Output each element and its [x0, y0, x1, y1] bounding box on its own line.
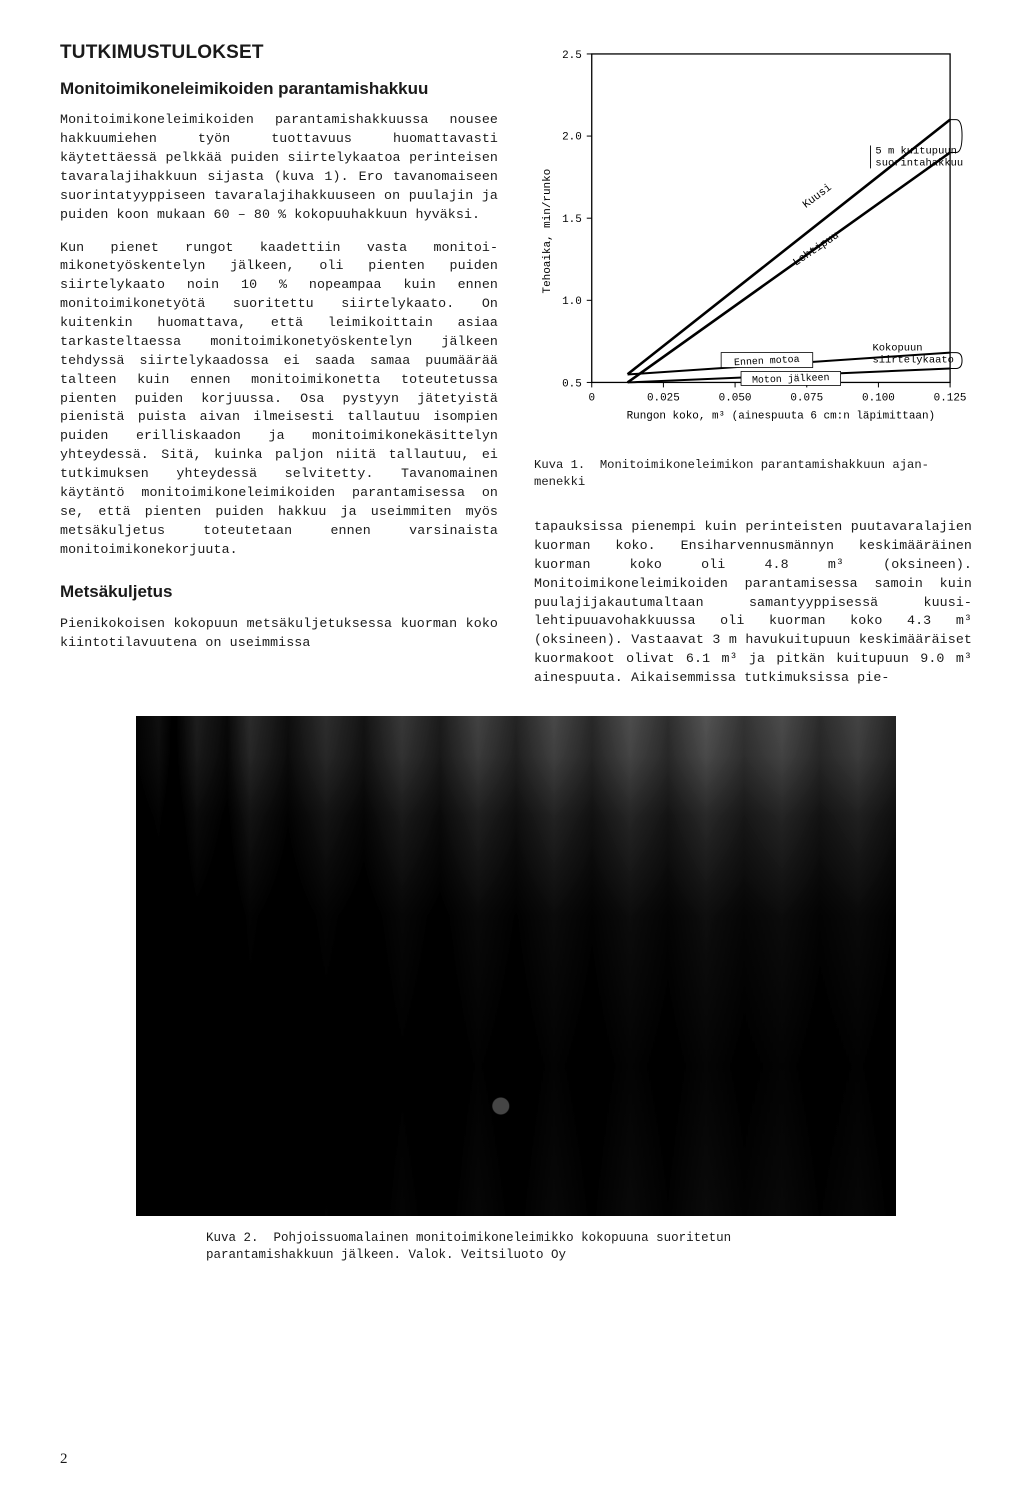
left-column: TUTKIMUSTULOKSET Monitoimikoneleimikoide… — [60, 42, 498, 688]
paragraph: Kun pienet rungot kaadettiin vasta monit… — [60, 239, 498, 560]
paragraph: Monitoimikoneleimikoiden parantamishakku… — [60, 111, 498, 224]
x-tick: 0.100 — [862, 392, 895, 404]
caption-text: Pohjoissuomalainen monitoimikoneleimikko… — [206, 1231, 731, 1263]
paragraph: tapauksissa pienempi kuin perinteisten p… — [534, 518, 972, 688]
chart-annotation: 5 m kuitupuun suorintahakkuu — [875, 145, 963, 169]
chart-caption: Kuva 1. Monitoimikoneleimikon parantamis… — [534, 457, 972, 490]
page-number: 2 — [60, 1451, 68, 1468]
x-axis-label: Rungon koko, m³ (ainespuuta 6 cm:n läpim… — [627, 410, 936, 422]
forest-photo — [136, 716, 896, 1216]
caption-prefix: Kuva 2. — [206, 1231, 259, 1245]
x-tick: 0 — [588, 392, 595, 404]
line-chart: 0.5 1.0 1.5 2.0 2.5 0 — [534, 42, 972, 440]
y-tick: 2.0 — [562, 132, 582, 144]
x-tick: 0.075 — [790, 392, 823, 404]
y-tick: 0.5 — [562, 378, 582, 390]
y-tick: 1.0 — [562, 296, 582, 308]
paragraph: Pienikokoisen kokopuun metsäkuljetuksess… — [60, 615, 498, 653]
subsection-title-1: Monitoimikoneleimikoiden parantamishakku… — [60, 78, 498, 99]
y-tick: 2.5 — [562, 50, 582, 62]
caption-prefix: Kuva 1. — [534, 458, 585, 472]
section-title: TUTKIMUSTULOKSET — [60, 42, 498, 64]
x-tick: 0.025 — [647, 392, 680, 404]
right-column: 0.5 1.0 1.5 2.0 2.5 0 — [534, 42, 972, 688]
photo-caption: Kuva 2. Pohjoissuomalainen monitoimikone… — [206, 1230, 826, 1265]
subsection-title-2: Metsäkuljetus — [60, 581, 498, 602]
y-axis-label: Tehoaika, min/runko — [542, 169, 554, 294]
y-tick: 1.5 — [562, 214, 582, 226]
x-tick: 0.050 — [719, 392, 752, 404]
caption-text: Monitoimikoneleimikon parantamishakkuun … — [534, 458, 929, 488]
x-tick: 0.125 — [934, 392, 967, 404]
chart-figure: 0.5 1.0 1.5 2.0 2.5 0 — [534, 42, 972, 445]
